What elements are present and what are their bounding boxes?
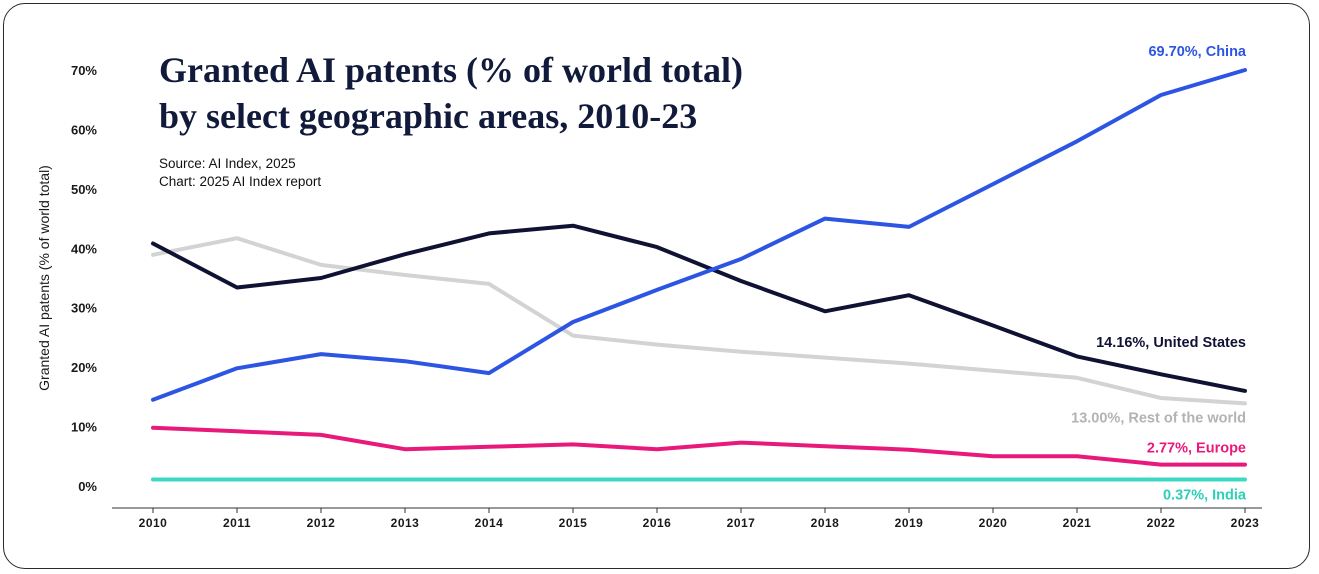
chart-title-line-1: Granted AI patents (% of world total) — [159, 50, 743, 90]
series-line-rest-of-the-world — [151, 236, 1247, 406]
y-tick-label: 0% — [78, 479, 97, 494]
x-tick-label: 2011 — [223, 516, 251, 530]
y-tick-label: 70% — [71, 63, 97, 78]
series-end-labels: 13.00%, Rest of the world 0.37%, India 2.7… — [1071, 44, 1247, 503]
y-tick-label: 40% — [71, 241, 97, 256]
x-tick-label: 2015 — [559, 516, 588, 530]
chart-card — [3, 3, 1310, 569]
x-axis: 2010 2011 2012 2013 2014 2015 2016 2017 2018 2019… — [112, 507, 1262, 530]
y-tick-label: 50% — [71, 182, 97, 197]
series-line-united-states — [151, 223, 1247, 393]
x-tick-label: 2013 — [391, 516, 420, 530]
chart-source-line-1: Source: AI Index, 2025 — [159, 156, 296, 171]
end-label-united-states: 14.16%, United States — [1096, 335, 1246, 351]
y-axis-label: Granted AI patents (% of world total) — [36, 165, 52, 391]
y-tick-label: 30% — [71, 301, 97, 316]
chart-title-line-2: by select geographic areas, 2010-23 — [159, 96, 697, 136]
x-tick-label: 2010 — [139, 516, 168, 530]
x-tick-label: 2018 — [811, 516, 840, 530]
end-label-rest-of-the-world: 13.00%, Rest of the world — [1071, 410, 1246, 426]
series-line-china — [151, 68, 1247, 402]
y-tick-label: 20% — [71, 360, 97, 375]
chart-source-line-2: Chart: 2025 AI Index report — [159, 174, 321, 189]
x-tick-label: 2014 — [475, 516, 504, 530]
end-label-europe: 2.77%, Europe — [1147, 441, 1246, 457]
end-label-india: 0.37%, India — [1163, 487, 1247, 503]
x-tick-label: 2012 — [307, 516, 336, 530]
x-tick-label: 2019 — [895, 516, 924, 530]
x-tick-label: 2022 — [1147, 516, 1176, 530]
series-lines — [151, 68, 1247, 482]
x-tick-label: 2017 — [727, 516, 756, 530]
y-tick-label: 60% — [71, 122, 97, 137]
series-line-europe — [151, 425, 1247, 467]
x-tick-label: 2016 — [643, 516, 672, 530]
x-tick-label: 2023 — [1231, 516, 1260, 530]
x-tick-label: 2020 — [979, 516, 1008, 530]
y-axis-ticks: 0% 10% 20% 30% 40% 50% 60% 70% — [71, 63, 97, 494]
y-tick-label: 10% — [71, 420, 97, 435]
x-tick-label: 2021 — [1063, 516, 1092, 530]
end-label-china: 69.70%, China — [1148, 44, 1246, 60]
